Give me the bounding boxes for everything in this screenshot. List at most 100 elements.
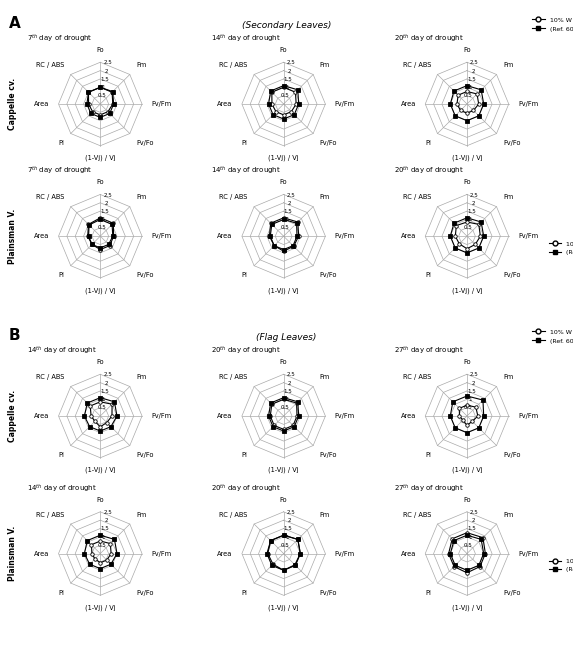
Text: 1.5: 1.5 [467, 389, 476, 394]
Text: PI: PI [58, 272, 64, 278]
Text: Plainsman V.: Plainsman V. [8, 209, 17, 264]
Text: 2.5: 2.5 [286, 60, 296, 66]
Text: 0.5: 0.5 [464, 405, 473, 410]
Text: RC / ABS: RC / ABS [219, 374, 248, 380]
Text: PI: PI [242, 140, 248, 146]
Text: Fo: Fo [463, 47, 471, 53]
Text: PI: PI [425, 452, 431, 458]
Text: Area: Area [34, 413, 49, 419]
Text: PI: PI [425, 272, 431, 278]
Text: 2.5: 2.5 [470, 193, 479, 198]
Text: PI: PI [425, 590, 431, 596]
Text: 0.5: 0.5 [281, 543, 289, 548]
Text: Fo: Fo [96, 179, 104, 185]
Text: (1-Vj) / Vj: (1-Vj) / Vj [452, 605, 482, 611]
Text: 1: 1 [468, 217, 472, 222]
Text: Fv/Fm: Fv/Fm [518, 413, 538, 419]
Text: 14$^{th}$ day of drought: 14$^{th}$ day of drought [27, 344, 97, 356]
Text: 2: 2 [288, 518, 291, 523]
Text: PI: PI [242, 590, 248, 596]
Text: PI: PI [425, 140, 431, 146]
Text: Fo: Fo [280, 359, 288, 365]
Text: 2: 2 [471, 380, 474, 386]
Legend: 10% W : 60% W, (Ref. 60% W): 10% W : 60% W, (Ref. 60% W) [532, 329, 573, 344]
Text: 2.5: 2.5 [103, 510, 112, 515]
Text: 1.5: 1.5 [284, 389, 292, 394]
Text: PI: PI [58, 590, 64, 596]
Text: 2: 2 [288, 68, 291, 74]
Text: 0.5: 0.5 [464, 543, 473, 548]
Text: 2.5: 2.5 [470, 60, 479, 66]
Legend: 10% W : 60% W, (Ref. 60% W): 10% W : 60% W, (Ref. 60% W) [546, 239, 573, 258]
Text: Area: Area [401, 413, 416, 419]
Text: Fv/Fm: Fv/Fm [518, 101, 538, 107]
Text: Area: Area [401, 551, 416, 556]
Text: 20$^{th}$ day of drought: 20$^{th}$ day of drought [211, 344, 281, 356]
Text: Fo: Fo [463, 359, 471, 365]
Text: 2.5: 2.5 [286, 372, 296, 378]
Text: Fm: Fm [136, 62, 147, 68]
Text: 1.5: 1.5 [100, 209, 109, 214]
Text: (1-Vj) / Vj: (1-Vj) / Vj [268, 155, 299, 162]
Text: 0.5: 0.5 [281, 405, 289, 410]
Text: 2: 2 [104, 201, 108, 206]
Text: (Flag Leaves): (Flag Leaves) [256, 333, 317, 342]
Text: 2.5: 2.5 [470, 510, 479, 515]
Text: (1-Vj) / Vj: (1-Vj) / Vj [268, 287, 299, 294]
Text: Fm: Fm [320, 511, 330, 517]
Text: (1-Vj) / Vj: (1-Vj) / Vj [268, 467, 299, 474]
Text: A: A [9, 16, 21, 31]
Text: 2: 2 [288, 201, 291, 206]
Text: Fv/Fm: Fv/Fm [151, 101, 171, 107]
Text: Fv/Fo: Fv/Fo [320, 590, 337, 596]
Text: (1-Vj) / Vj: (1-Vj) / Vj [85, 155, 116, 162]
Text: Area: Area [401, 101, 416, 107]
Text: Fm: Fm [503, 511, 513, 517]
Text: 1: 1 [101, 535, 105, 539]
Text: 2: 2 [471, 68, 474, 74]
Text: (1-Vj) / Vj: (1-Vj) / Vj [452, 287, 482, 294]
Text: Fv/Fm: Fv/Fm [151, 413, 171, 419]
Text: 1: 1 [101, 85, 105, 90]
Text: Cappelle cv.: Cappelle cv. [8, 390, 17, 442]
Text: Fm: Fm [320, 374, 330, 380]
Text: RC / ABS: RC / ABS [403, 194, 431, 200]
Text: 20$^{th}$ day of drought: 20$^{th}$ day of drought [394, 32, 464, 44]
Text: Fv/Fo: Fv/Fo [503, 272, 520, 278]
Text: Fm: Fm [503, 194, 513, 200]
Text: Fm: Fm [503, 62, 513, 68]
Text: Fv/Fm: Fv/Fm [151, 551, 171, 556]
Text: Fo: Fo [280, 179, 288, 185]
Text: 1: 1 [285, 217, 288, 222]
Text: (1-Vj) / Vj: (1-Vj) / Vj [85, 287, 116, 294]
Text: 1: 1 [285, 397, 288, 402]
Text: Fv/Fm: Fv/Fm [518, 551, 538, 556]
Text: RC / ABS: RC / ABS [403, 62, 431, 68]
Text: 1: 1 [101, 217, 105, 222]
Text: 0.5: 0.5 [464, 93, 473, 98]
Text: Fv/Fm: Fv/Fm [335, 413, 355, 419]
Text: 20$^{th}$ day of drought: 20$^{th}$ day of drought [211, 482, 281, 494]
Text: Fm: Fm [136, 374, 147, 380]
Text: 0.5: 0.5 [281, 93, 289, 98]
Text: Fv/Fm: Fv/Fm [335, 234, 355, 239]
Text: RC / ABS: RC / ABS [219, 62, 248, 68]
Text: 1.5: 1.5 [100, 527, 109, 531]
Text: 1.5: 1.5 [467, 209, 476, 214]
Text: 0.5: 0.5 [97, 93, 106, 98]
Text: Area: Area [34, 551, 49, 556]
Text: Area: Area [401, 234, 416, 239]
Text: Fv/Fm: Fv/Fm [151, 234, 171, 239]
Text: RC / ABS: RC / ABS [403, 511, 431, 517]
Text: RC / ABS: RC / ABS [403, 374, 431, 380]
Text: 0.5: 0.5 [97, 405, 106, 410]
Text: Fv/Fo: Fv/Fo [136, 140, 154, 146]
Text: (1-Vj) / Vj: (1-Vj) / Vj [452, 467, 482, 474]
Text: Cappelle cv.: Cappelle cv. [8, 78, 17, 130]
Text: Fv/Fm: Fv/Fm [335, 101, 355, 107]
Text: RC / ABS: RC / ABS [36, 374, 64, 380]
Text: 2: 2 [104, 380, 108, 386]
Text: Fv/Fo: Fv/Fo [503, 452, 520, 458]
Text: 2: 2 [288, 380, 291, 386]
Text: 2: 2 [471, 201, 474, 206]
